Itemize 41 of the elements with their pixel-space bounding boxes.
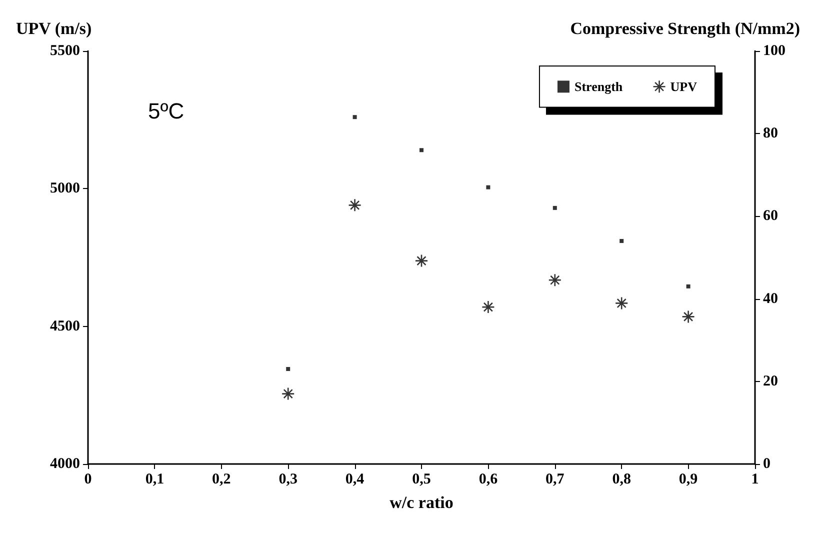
point (552, 206, 557, 210)
point (620, 238, 624, 243)
x-tick-label: 0,9 (678, 472, 698, 488)
y-tick-label: 4000 (50, 456, 80, 472)
x-tick-label: 0,8 (612, 472, 631, 488)
y-tick-label: 4500 (50, 318, 80, 334)
y2-tick-label: 60 (763, 208, 778, 224)
point (614, 296, 628, 310)
point (286, 367, 290, 372)
x-axis-title: w/c ratio (390, 493, 454, 512)
y-tick-label: 5500 (50, 43, 80, 59)
x-tick-label: 1 (751, 472, 759, 488)
y-axis-title: UPV (m/s) (16, 19, 92, 38)
y2-tick-label: 40 (763, 290, 778, 307)
point (281, 387, 295, 400)
point (420, 148, 424, 152)
legend-label: Strength (574, 79, 624, 94)
x-tick-label: 0,5 (412, 472, 431, 488)
y2-tick-label: 20 (763, 373, 778, 390)
x-tick-label: 0,7 (546, 472, 565, 488)
x-tick-label: 0,6 (478, 472, 498, 488)
y2-tick-label: 100 (763, 43, 786, 59)
y2-tick-label: 0 (763, 456, 770, 472)
point (548, 273, 562, 287)
y2-axis-title: Compressive Strength (N/mm2) (570, 19, 800, 38)
point (482, 300, 495, 314)
x-tick-label: 0,1 (145, 472, 164, 488)
point (352, 115, 357, 120)
legend-label: UPV (670, 79, 698, 94)
point (414, 254, 428, 268)
y-tick-label: 5000 (50, 180, 80, 197)
x-tick-label: 0,3 (278, 472, 298, 488)
annotation: 5ºC (148, 98, 184, 124)
x-tick-label: 0,2 (212, 472, 231, 488)
point (682, 310, 695, 324)
y2-tick-label: 80 (763, 126, 778, 142)
x-tick-label: 0,4 (345, 472, 365, 488)
x-tick-label: 0 (84, 472, 92, 488)
point (486, 185, 490, 190)
point (686, 284, 690, 288)
point (348, 198, 362, 212)
